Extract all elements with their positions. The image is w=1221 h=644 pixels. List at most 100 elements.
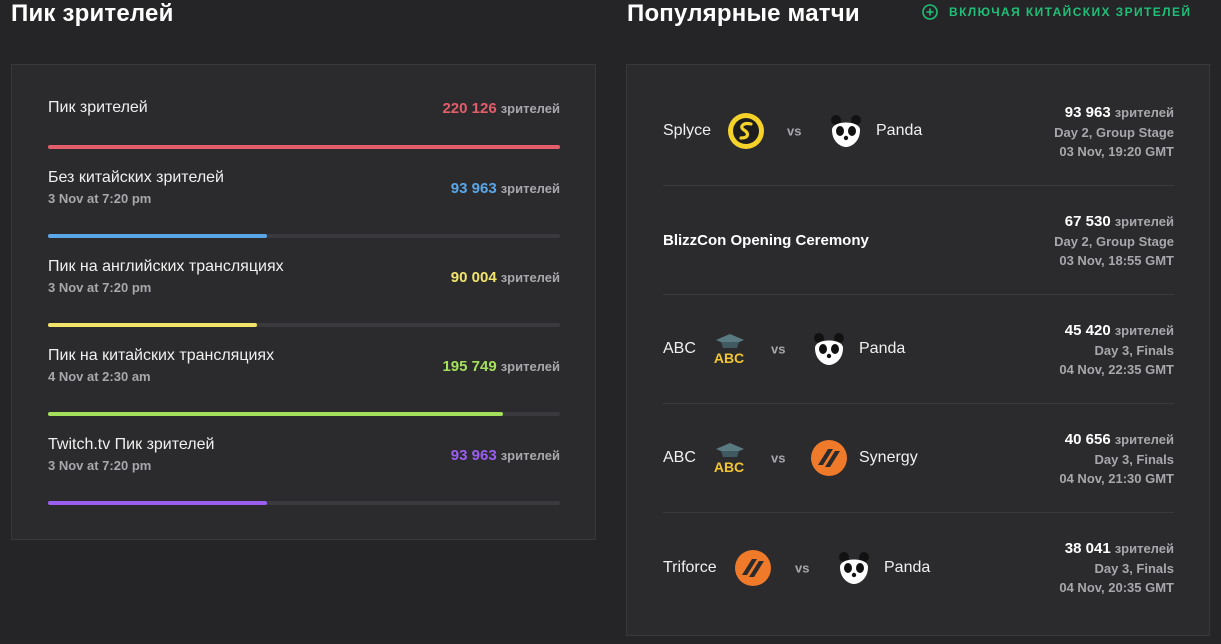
match-row[interactable]: ABC ABC vs Panda 45 420 зрителей Day 3, Finals… [663,295,1174,404]
svg-text:ABC: ABC [714,350,744,366]
stat-date: 3 Nov at 7:20 pm [48,280,152,295]
panda-logo-icon [835,549,873,587]
stat-number: 93 963 [450,447,497,464]
match-row[interactable]: Splyce vs Panda 93 963 зрителей Day 2, Group … [663,77,1174,186]
stat-bar [48,412,560,416]
popular-matches-title: Популярные матчи [627,0,860,27]
stat-bar [48,145,560,149]
stat-label: Пик зрителей [48,99,148,116]
stat-label: Без китайских зрителей [48,169,224,186]
stat-value: 220 126 зрителей [442,100,560,117]
team2-name: Panda [876,122,923,139]
match-viewers-unit: зрителей [1114,104,1174,120]
team1-name: Triforce [663,558,717,576]
match-viewers-number: 45 420 [1064,321,1111,339]
stat-number: 220 126 [442,100,497,117]
match-info: 40 656 зрителей Day 3, Finals 04 Nov, 21:30… [1059,404,1174,512]
stat-row: Пик зрителей 220 126 зрителей [48,99,560,149]
abc-logo-icon: ABC [710,330,748,368]
stat-row: Пик на китайских трансляциях 4 Nov at 2:3… [48,347,560,416]
match-viewers: 40 656 зрителей [1065,431,1174,448]
stat-unit: зрителей [500,181,560,196]
stat-bar-fill [48,501,267,505]
triforce-logo-icon [734,549,772,587]
stat-bar-fill [48,234,267,238]
peak-viewers-panel: Пик зрителей 220 126 зрителей Без китайских… [11,64,596,540]
match-row[interactable]: Triforce vs Panda 38 041 зрителей Day 3, Fina… [663,513,1174,622]
plus-circle-icon [922,4,938,20]
team2-name: Panda [859,340,906,357]
stat-bar [48,323,560,327]
abc-logo-icon: ABC [710,439,748,477]
stat-unit: зрителей [500,359,560,374]
match-row[interactable]: BlizzCon Opening Ceremony 67 530 зрителей D… [663,186,1174,295]
stat-date: 3 Nov at 7:20 pm [48,191,152,206]
svg-text:ABC: ABC [714,459,744,475]
match-stage: Day 3, Finals [1094,342,1174,358]
splyce-logo-icon [727,112,765,150]
match-viewers-unit: зрителей [1114,431,1174,447]
stat-bar [48,234,560,238]
stat-label: Пик на английских трансляциях [48,258,284,275]
match-info: 45 420 зрителей Day 3, Finals 04 Nov, 22:35… [1059,295,1174,403]
team1-name: ABC [663,449,696,466]
popular-matches-panel: Splyce vs Panda 93 963 зрителей Day 2, Group … [626,64,1210,636]
stat-row: Пик на английских трансляциях 3 Nov at 7:… [48,258,560,327]
vs-label: vs [795,560,810,575]
stat-row: Twitch.tv Пик зрителей 3 Nov at 7:20 pm 93… [48,436,560,505]
toggle-label: Включая китайских зрителей [949,5,1192,19]
peak-viewers-title: Пик зрителей [11,0,174,27]
stat-bar [48,501,560,505]
match-info: 38 041 зрителей Day 3, Finals 04 Nov, 20:35… [1059,513,1174,622]
stat-number: 93 963 [450,180,497,197]
stat-value: 93 963 зрителей [451,447,560,464]
stat-bar-fill [48,323,258,327]
match-stage: Day 3, Finals [1094,451,1174,467]
stat-value: 93 963 зрителей [451,180,560,197]
stat-unit: зрителей [500,448,560,463]
stat-bar-fill [48,412,504,416]
match-viewers: 93 963 зрителей [1065,104,1174,121]
match-time: 04 Nov, 22:35 GMT [1059,361,1174,377]
match-stage: Day 2, Group Stage [1054,124,1174,140]
stat-label: Twitch.tv Пик зрителей [48,436,215,453]
vs-label: vs [787,123,802,139]
match-viewers: 67 530 зрителей [1065,213,1174,230]
stat-date: 3 Nov at 7:20 pm [48,458,152,473]
panda-logo-icon [827,112,865,150]
team2-name: Synergy [859,449,918,466]
match-viewers-number: 38 041 [1064,540,1111,557]
stat-date: 4 Nov at 2:30 am [48,369,151,384]
match-row[interactable]: ABC ABC vs Synergy 40 656 зрителей Day 3, Fina… [663,404,1174,513]
match-info: 67 530 зрителей Day 2, Group Stage 03 Nov, … [1054,186,1174,294]
stat-value: 90 004 зрителей [451,269,560,286]
match-viewers-unit: зрителей [1114,322,1174,338]
stat-unit: зрителей [500,101,560,116]
include-chinese-viewers-toggle[interactable]: Включая китайских зрителей [922,4,1191,20]
match-time: 04 Nov, 20:35 GMT [1059,580,1174,595]
match-time: 03 Nov, 18:55 GMT [1059,252,1174,268]
match-stage: Day 2, Group Stage [1054,233,1174,249]
stat-bar-fill [48,145,560,149]
stat-number: 195 749 [442,358,497,375]
synergy-logo-icon [810,439,848,477]
team1-name: ABC [663,340,696,357]
match-viewers-number: 67 530 [1064,212,1111,230]
panda-logo-icon [810,330,848,368]
match-viewers-unit: зрителей [1114,541,1174,556]
match-viewers-number: 40 656 [1064,430,1111,448]
match-stage: Day 3, Finals [1094,561,1174,576]
stat-value: 195 749 зрителей [442,358,560,375]
match-info: 93 963 зрителей Day 2, Group Stage 03 Nov, … [1054,77,1174,185]
match-viewers: 38 041 зрителей [1065,540,1174,557]
vs-label: vs [771,450,786,466]
match-viewers: 45 420 зрителей [1065,322,1174,339]
stat-row: Без китайских зрителей 3 Nov at 7:20 pm 93… [48,169,560,238]
team1-name: Splyce [663,122,712,139]
vs-label: vs [771,341,786,357]
event-title: BlizzCon Opening Ceremony [663,231,869,249]
match-time: 03 Nov, 19:20 GMT [1059,143,1174,159]
stat-unit: зрителей [500,270,560,285]
team2-name: Panda [884,558,931,576]
stat-number: 90 004 [450,269,497,286]
